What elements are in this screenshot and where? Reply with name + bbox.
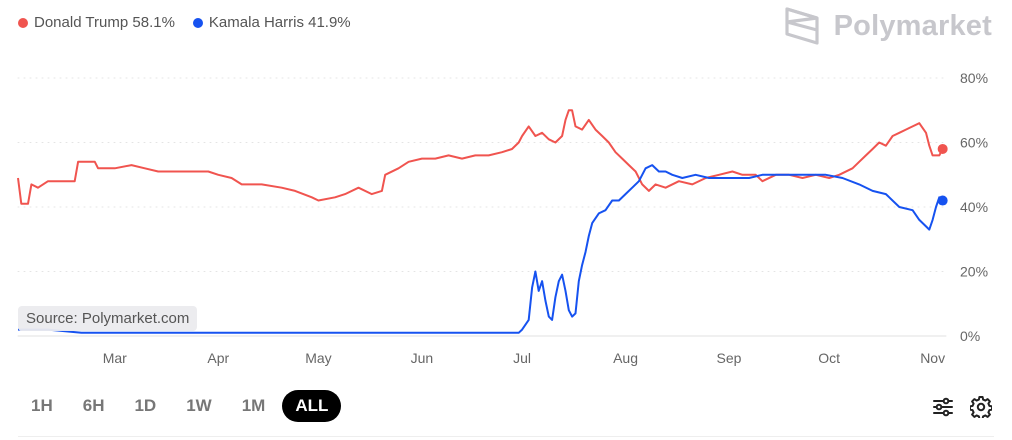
y-axis: 80% 60% 40% 20% 0% — [960, 70, 988, 344]
legend-label-harris: Kamala Harris 41.9% — [208, 14, 351, 31]
series-line-trump[interactable] — [17, 109, 944, 205]
legend-item-harris[interactable]: Kamala Harris 41.9% — [192, 14, 351, 31]
source-label: Source: Polymarket.com — [18, 306, 198, 331]
legend: Donald Trump 58.1% Kamala Harris 41.9% — [18, 14, 351, 31]
chart-grid — [17, 77, 947, 337]
x-tick-label: Jul — [513, 350, 531, 366]
range-selector: 1H 6H 1D 1W 1M ALL — [18, 390, 342, 422]
range-6h[interactable]: 6H — [70, 390, 118, 422]
range-1m[interactable]: 1M — [229, 390, 279, 422]
brand: Polymarket — [784, 6, 992, 46]
x-tick-label: Sep — [717, 350, 742, 366]
brand-name: Polymarket — [833, 9, 992, 42]
legend-label-trump: Donald Trump 58.1% — [34, 14, 175, 31]
legend-item-trump[interactable]: Donald Trump 58.1% — [18, 14, 175, 31]
chart-series — [17, 109, 948, 334]
y-tick-label: 40% — [960, 199, 988, 215]
y-tick-label: 60% — [960, 135, 988, 151]
y-tick-label: 0% — [960, 328, 980, 344]
series-endpoint-trump — [937, 143, 948, 154]
gear-icon[interactable] — [970, 396, 992, 418]
polymarket-logo-icon — [785, 7, 819, 45]
chart-tools — [932, 396, 992, 418]
x-tick-label: Oct — [818, 350, 840, 366]
x-tick-label: Mar — [103, 350, 127, 366]
trump-color-dot — [18, 17, 28, 28]
y-tick-label: 20% — [960, 264, 988, 280]
x-axis: Mar Apr May Jun Jul Aug Sep Oct Nov — [103, 350, 945, 366]
x-tick-label: Apr — [207, 350, 229, 366]
y-tick-label: 80% — [960, 70, 988, 86]
bottom-divider — [18, 436, 994, 437]
sliders-icon[interactable] — [932, 396, 954, 418]
range-1d[interactable]: 1D — [121, 390, 169, 422]
x-tick-label: Jun — [411, 350, 434, 366]
range-1h[interactable]: 1H — [18, 390, 66, 422]
range-1w[interactable]: 1W — [173, 390, 225, 422]
series-endpoint-harris — [937, 195, 948, 206]
x-tick-label: Nov — [920, 350, 945, 366]
harris-color-dot — [192, 17, 203, 28]
range-all[interactable]: ALL — [282, 390, 342, 422]
x-tick-label: Aug — [613, 350, 638, 366]
series-line-harris[interactable] — [18, 164, 944, 334]
x-tick-label: May — [305, 350, 331, 366]
